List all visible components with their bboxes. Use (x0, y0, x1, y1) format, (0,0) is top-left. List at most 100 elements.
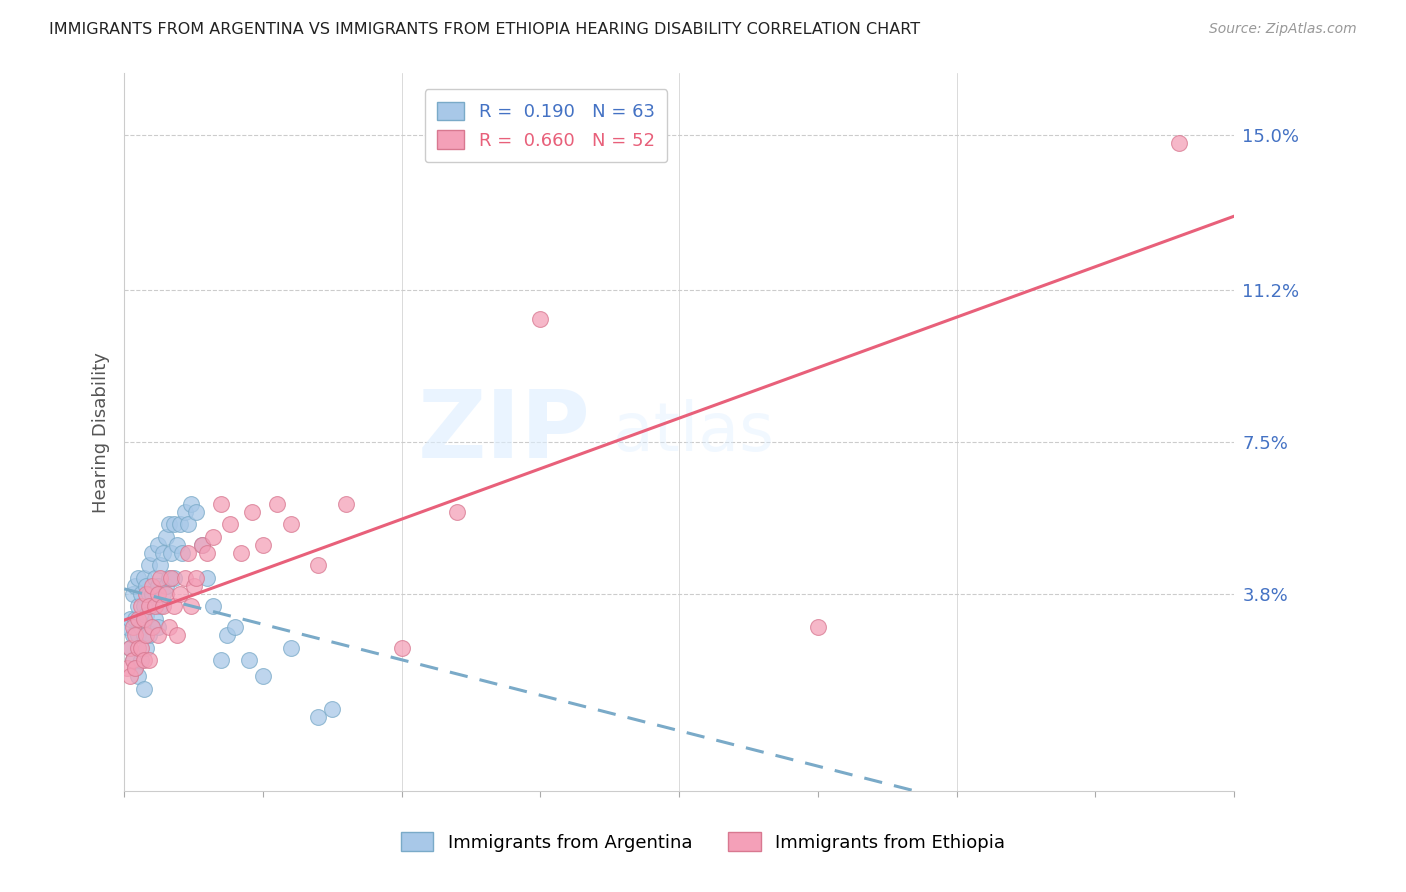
Point (155, 587, 177, 601)
Point (124, 612, 146, 626)
Point (146, 620, 169, 634)
Point (141, 620, 163, 634)
Point (157, 620, 180, 634)
Point (238, 653, 260, 667)
Point (202, 599, 225, 614)
Point (202, 530, 225, 544)
Point (191, 538, 214, 552)
Point (197, 546, 219, 560)
Point (1167, 136, 1189, 150)
Point (335, 497, 357, 511)
Point (146, 579, 169, 593)
Point (307, 558, 329, 573)
Point (129, 653, 152, 667)
Point (529, 312, 551, 326)
Text: atlas: atlas (613, 399, 773, 465)
Point (124, 579, 146, 593)
Point (186, 505, 208, 519)
Legend: Immigrants from Argentina, Immigrants from Ethiopia: Immigrants from Argentina, Immigrants fr… (392, 823, 1014, 861)
Point (127, 571, 149, 585)
Point (215, 628, 238, 642)
Point (177, 546, 200, 560)
Point (155, 579, 177, 593)
Point (141, 579, 163, 593)
Point (143, 612, 166, 626)
Point (152, 599, 174, 614)
Point (143, 599, 166, 614)
Point (240, 505, 263, 519)
Point (138, 628, 160, 642)
Point (121, 653, 143, 667)
Point (124, 628, 146, 642)
Point (157, 571, 180, 585)
Point (197, 571, 219, 585)
Point (180, 599, 202, 614)
Point (152, 546, 174, 560)
Point (115, 661, 138, 675)
Point (163, 571, 186, 585)
Point (169, 517, 191, 532)
Point (135, 640, 157, 655)
Point (127, 628, 149, 642)
Point (121, 628, 143, 642)
Point (229, 546, 252, 560)
Point (129, 599, 152, 614)
Point (115, 620, 138, 634)
Point (146, 587, 169, 601)
Point (135, 579, 157, 593)
Legend: R =  0.190   N = 63, R =  0.660   N = 52: R = 0.190 N = 63, R = 0.660 N = 52 (425, 89, 668, 162)
Point (174, 571, 197, 585)
Point (124, 661, 146, 675)
Point (124, 661, 146, 675)
Point (209, 497, 232, 511)
Text: ZIP: ZIP (418, 386, 591, 478)
Point (157, 517, 180, 532)
Point (141, 620, 163, 634)
Point (149, 571, 172, 585)
Point (138, 599, 160, 614)
Point (252, 538, 274, 552)
Point (141, 587, 163, 601)
Point (129, 587, 152, 601)
Point (321, 702, 343, 716)
Point (307, 710, 329, 724)
Point (127, 612, 149, 626)
Point (127, 640, 149, 655)
Point (149, 558, 172, 573)
Point (155, 530, 177, 544)
Point (180, 497, 202, 511)
Point (135, 607, 157, 622)
Point (132, 628, 155, 642)
Point (166, 538, 188, 552)
Point (191, 538, 214, 552)
Point (132, 599, 155, 614)
Point (146, 628, 169, 642)
Point (132, 571, 155, 585)
Point (174, 505, 197, 519)
Point (166, 628, 188, 642)
Point (280, 640, 302, 655)
Point (149, 599, 172, 614)
Point (132, 612, 155, 626)
Point (160, 546, 183, 560)
Point (186, 571, 208, 585)
Point (118, 612, 141, 626)
Point (169, 587, 191, 601)
Point (129, 620, 152, 634)
Point (224, 620, 246, 634)
Point (252, 669, 274, 683)
Point (129, 640, 152, 655)
Point (177, 517, 200, 532)
Point (121, 653, 143, 667)
Point (132, 681, 155, 696)
Point (138, 587, 160, 601)
Y-axis label: Hearing Disability: Hearing Disability (93, 351, 110, 513)
Point (266, 497, 288, 511)
Point (143, 571, 166, 585)
Point (391, 640, 413, 655)
Point (163, 599, 186, 614)
Point (163, 517, 186, 532)
Point (138, 558, 160, 573)
Point (209, 653, 232, 667)
Point (118, 640, 141, 655)
